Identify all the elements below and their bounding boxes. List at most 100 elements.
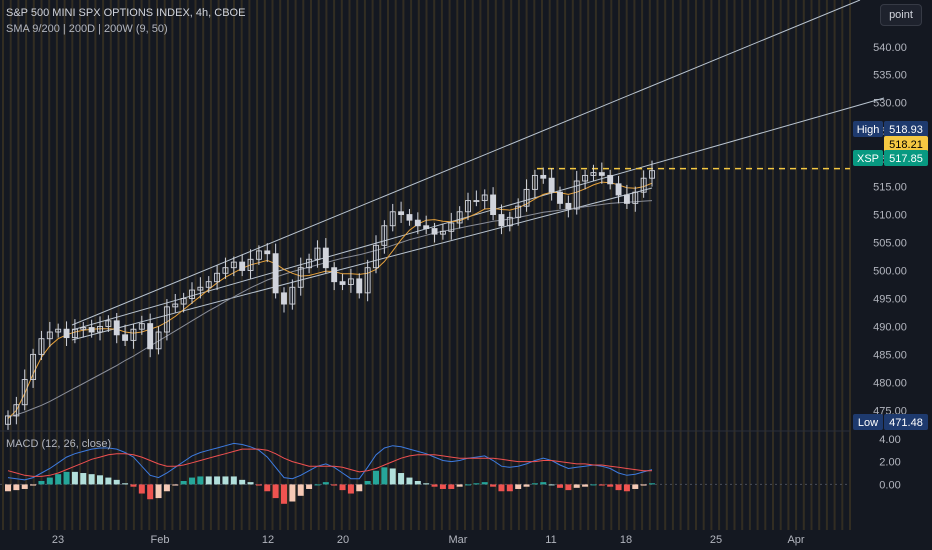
session-band [502,0,505,530]
macd-histogram [5,467,655,504]
macd-hist-bar [239,479,246,485]
session-band [340,0,343,530]
session-band [772,0,774,530]
macd-tick-label: 2.00 [879,457,900,469]
candle-up [439,230,446,235]
time-tick-label: 23 [52,534,64,546]
macd-hist-bar [5,484,11,492]
macd-hist-bar [289,484,296,502]
macd-hist-bar [540,482,547,485]
macd-hist-bar [88,474,95,485]
candle-down [498,214,505,227]
session-band [833,0,836,530]
macd-hist-bar [490,484,497,487]
session-band [517,0,520,530]
macd-hist-bar [423,483,430,485]
candle-up [389,211,396,227]
macd-hist-bar [63,471,70,485]
price-tick-label: 480.00 [873,377,907,389]
macd-hist-bar [582,484,589,487]
macd-hist-bar [55,474,62,485]
candle-down [331,267,338,283]
candle-down [272,253,279,294]
candle-up [314,247,321,260]
point-button[interactable]: point [880,4,922,26]
candle-up [155,331,162,350]
candle-up [590,172,597,176]
session-band [679,0,682,530]
price-tick-label: 515.00 [873,182,907,194]
session-band [202,0,205,530]
session-band [371,0,374,530]
macd-hist-bar [297,484,304,496]
session-band [587,0,590,530]
session-band [348,0,351,530]
macd-hist-bar [105,477,112,485]
candle-down [431,228,438,235]
macd-hist-bar [414,481,421,485]
candle-down [565,202,572,210]
candle-down [540,174,547,179]
session-band [618,0,620,530]
candle-down [122,334,129,341]
session-band [494,0,497,530]
session-band [556,0,559,530]
macd-hist-bar [205,476,212,485]
macd-hist-bar [557,484,563,488]
macd-line [7,442,653,481]
session-band [510,0,513,530]
session-band [633,0,636,530]
session-band [94,0,97,530]
candle-up [163,306,170,333]
macd-hist-bar [439,484,446,489]
candle-up [230,261,237,269]
session-band [63,0,66,530]
price-tick-label: 530.00 [873,98,907,110]
session-band [741,0,744,530]
macd-hist-bar [565,484,572,491]
macd-hist-bar [465,484,471,486]
sma-9-line [7,181,653,420]
time-tick-label: 20 [337,534,349,546]
session-band [802,0,805,530]
candle-up [531,174,538,190]
session-band [410,0,413,530]
candle-up [21,379,28,406]
session-band [764,0,767,530]
candle-down [239,261,246,271]
macd-hist-bar [13,484,20,491]
macd-hist-bar [523,484,530,487]
candle-up [582,174,589,182]
price-tick-label: 490.00 [873,321,907,333]
candle-down [423,225,430,229]
session-band [48,0,51,530]
macd-hist-bar [632,484,639,489]
xsp-label: XSP 517.85 [853,150,928,166]
macd-label: MACD (12, 26, close) [6,438,112,450]
session-band [849,0,851,530]
macd-hist-bar [30,484,37,486]
macd-hist-bar [180,481,187,485]
candle-up [55,328,62,333]
macd-hist-bar [138,484,145,494]
xsp-label-value: 517.85 [889,153,923,165]
session-band [140,0,143,530]
session-band [841,0,844,530]
session-band [302,0,305,530]
session-band [179,0,182,530]
candle-up [189,289,195,299]
candle-down [623,194,630,204]
session-band [564,0,567,530]
candle-down [147,323,154,350]
session-band [171,0,174,530]
resistance-label-value: 518.21 [889,139,923,151]
macd-hist-bar [172,484,179,486]
candle-up [640,177,647,193]
macd-hist-bar [381,467,388,485]
session-band [594,0,597,530]
price-tick-label: 505.00 [873,238,907,250]
session-band [641,0,644,530]
macd-axis: 0.00 2.00 4.00 [879,434,900,492]
session-band [402,0,405,530]
